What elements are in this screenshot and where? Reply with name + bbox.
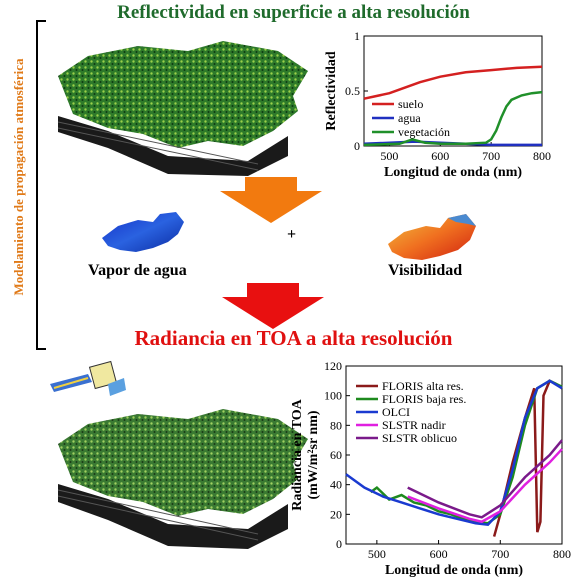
y-tick-label: 20 <box>330 507 342 521</box>
plus-sign: + <box>287 226 297 243</box>
orange-down-arrow <box>220 177 322 223</box>
y-tick-label: 1 <box>354 30 360 43</box>
reflectance-chart: 500 600 700 800 0 0.5 1 Longitud de onda (nm) Re… <box>324 30 551 180</box>
y-tick-label: 0.5 <box>345 84 360 98</box>
water-vapor-map <box>102 212 184 252</box>
top-title: Reflectividad en superficie a alta resol… <box>117 2 470 23</box>
y-tick-label: 40 <box>330 478 342 492</box>
side-label: Modelamiento de propagación atmosférica <box>11 58 26 296</box>
surface-terrain-image <box>57 41 308 176</box>
process-bracket <box>36 20 46 350</box>
y-tick-label: 100 <box>324 389 342 403</box>
y-tick-label: 60 <box>330 448 342 462</box>
x-tick-label: 800 <box>533 149 551 163</box>
x-axis-label: Longitud de onda (nm) <box>384 165 522 180</box>
x-axis-label: Longitud de onda (nm) <box>385 563 523 578</box>
series-line-4 <box>407 439 563 519</box>
y-tick-label: 120 <box>324 360 342 373</box>
series-line-3 <box>407 448 563 524</box>
x-tick-label: 600 <box>430 547 448 561</box>
x-tick-label: 800 <box>553 547 571 561</box>
x-tick-label: 600 <box>431 149 449 163</box>
series-line-2 <box>345 379 563 527</box>
legend-entry: SLSTR oblicuo <box>382 431 457 445</box>
visibility-map <box>388 214 476 260</box>
legend-entry: SLSTR nadir <box>382 418 446 432</box>
y-tick-label: 0 <box>354 139 360 153</box>
x-tick-label: 500 <box>380 149 398 163</box>
x-tick-label: 700 <box>482 149 500 163</box>
visibility-label: Visibilidad <box>388 262 463 279</box>
series-line-0 <box>363 65 543 100</box>
legend-entry: agua <box>398 111 421 125</box>
series-line-1 <box>369 379 563 525</box>
y-tick-label: 0 <box>336 537 342 551</box>
legend-entry: FLORIS baja res. <box>382 392 466 406</box>
y-tick-label: 80 <box>330 418 342 432</box>
x-tick-label: 500 <box>368 547 386 561</box>
y-axis-label: Reflectividad <box>324 51 339 131</box>
legend-entry: suelo <box>398 97 423 111</box>
water-vapor-label: Vapor de agua <box>88 262 187 279</box>
plot-frame <box>363 35 543 147</box>
legend-entry: OLCI <box>382 405 410 419</box>
toa-radiance-chart: 500 600 700 800 0 20 40 60 80 100 120 Longitud de o… <box>290 360 571 578</box>
x-tick-label: 700 <box>491 547 509 561</box>
legend-entry: vegetación <box>398 125 450 139</box>
red-down-arrow <box>222 283 324 329</box>
y-axis-label: Radiancia en TOA <box>290 398 305 510</box>
mid-title: Radiancia en TOA a alta resolución <box>134 326 453 350</box>
legend-entry: FLORIS alta res. <box>382 379 464 393</box>
y-axis-label: (mW/m²sr nm) <box>306 410 321 499</box>
toa-terrain-image <box>57 409 308 549</box>
series-line-2 <box>363 90 543 147</box>
satellite-icon <box>50 360 126 396</box>
